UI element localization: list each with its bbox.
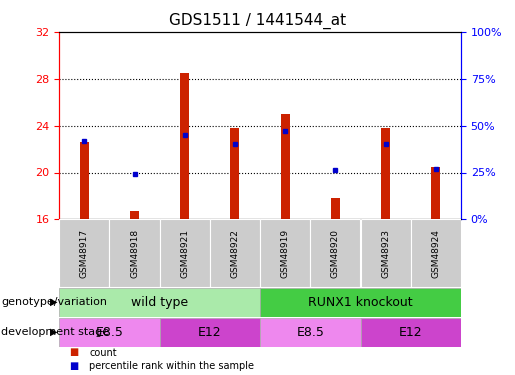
Text: GSM48924: GSM48924	[432, 229, 440, 278]
Bar	[360, 318, 461, 347]
Text: E12: E12	[198, 326, 221, 339]
Text: GSM48922: GSM48922	[231, 229, 239, 278]
Text: ■: ■	[70, 348, 79, 357]
Text: count: count	[89, 348, 117, 357]
Text: RUNX1 knockout: RUNX1 knockout	[308, 296, 413, 309]
Text: genotype/variation: genotype/variation	[1, 297, 107, 307]
Bar	[130, 211, 139, 219]
Text: GSM48920: GSM48920	[331, 229, 340, 278]
Bar	[431, 166, 440, 219]
Text: development stage: development stage	[1, 327, 109, 337]
Bar	[260, 219, 310, 287]
Text: GSM48923: GSM48923	[381, 229, 390, 278]
Bar	[160, 219, 210, 287]
Bar	[59, 219, 109, 287]
Text: E8.5: E8.5	[95, 326, 124, 339]
Text: E12: E12	[399, 326, 422, 339]
Text: GSM48917: GSM48917	[80, 228, 89, 278]
Bar	[281, 114, 290, 219]
Bar	[410, 219, 461, 287]
Bar	[59, 288, 260, 317]
Bar	[310, 219, 360, 287]
Bar	[331, 198, 340, 219]
Bar	[260, 288, 461, 317]
Text: GSM48921: GSM48921	[180, 229, 189, 278]
Text: GSM48918: GSM48918	[130, 228, 139, 278]
Text: GSM48919: GSM48919	[281, 228, 289, 278]
Bar	[160, 318, 260, 347]
Bar	[360, 219, 410, 287]
Bar	[381, 128, 390, 219]
Text: GDS1511 / 1441544_at: GDS1511 / 1441544_at	[169, 13, 346, 29]
Bar	[210, 219, 260, 287]
Text: percentile rank within the sample: percentile rank within the sample	[89, 361, 254, 370]
Bar	[260, 318, 360, 347]
Text: E8.5: E8.5	[296, 326, 324, 339]
Bar	[180, 73, 190, 219]
Bar	[59, 318, 160, 347]
Text: wild type: wild type	[131, 296, 188, 309]
Bar	[109, 219, 160, 287]
Text: ■: ■	[70, 361, 79, 370]
Bar	[80, 142, 89, 219]
Text: ▶: ▶	[50, 297, 58, 307]
Bar	[230, 128, 239, 219]
Text: ▶: ▶	[50, 327, 58, 337]
